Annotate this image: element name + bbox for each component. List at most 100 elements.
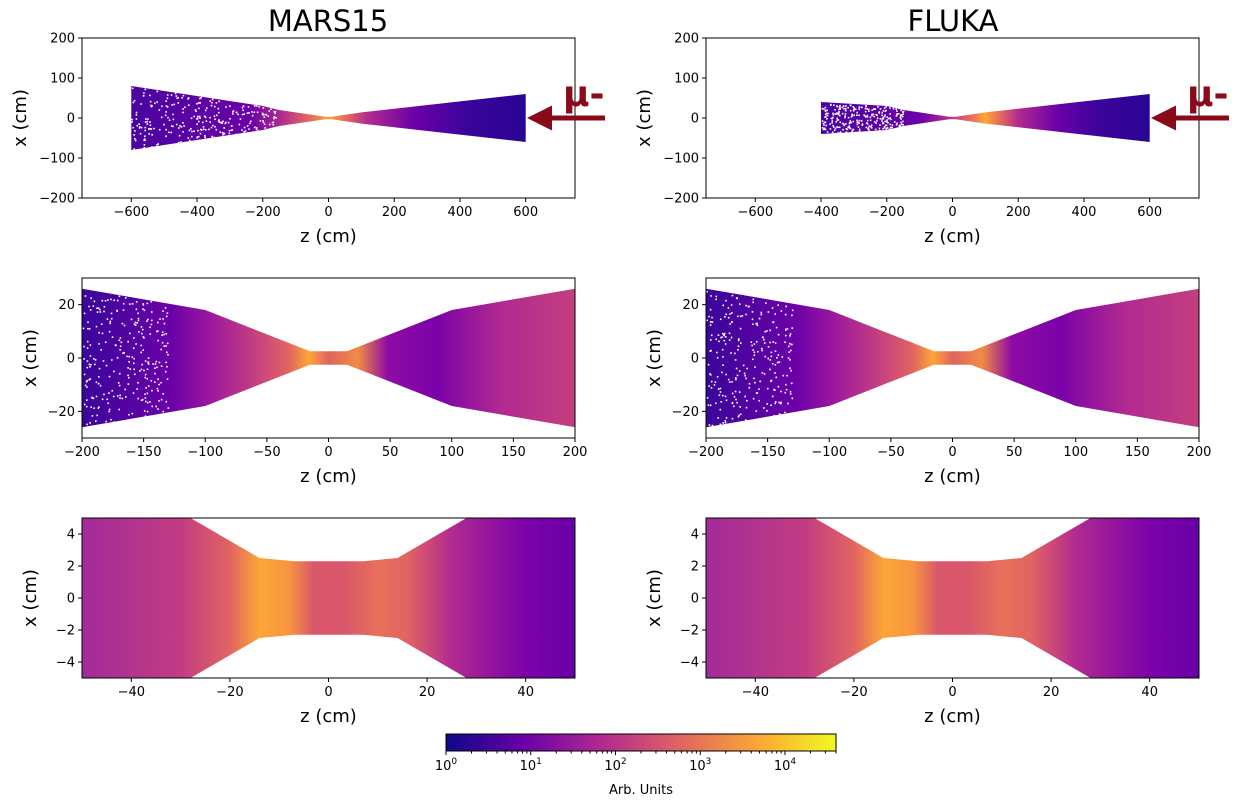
- x-tick-label: −600: [113, 205, 149, 220]
- x-tick-label: −200: [688, 445, 724, 460]
- panel-1-mars15: −600 −400 −200 0 200 400 600 −200 −100 0 100 200 z (…: [10, 32, 605, 247]
- x-tick-label: −100: [811, 445, 847, 460]
- x-axis-label: z (cm): [924, 226, 981, 247]
- y-axis-label: x (cm): [644, 329, 665, 387]
- x-tick-label: −50: [877, 445, 904, 460]
- y-tick-label: 20: [58, 298, 75, 313]
- flux-envelope: [821, 94, 1150, 142]
- x-tick-label: −150: [126, 445, 162, 460]
- colorbar-gradient: [445, 733, 837, 752]
- x-tick-label: 50: [382, 445, 399, 460]
- x-tick-label: −200: [245, 205, 281, 220]
- flux-envelope: [82, 518, 575, 678]
- x-tick-label: 0: [948, 205, 956, 220]
- colorbar: 100 101 102 103 104 Arb. Units: [435, 733, 837, 798]
- flux-noise: [706, 290, 794, 428]
- colorbar-tick-label: 103: [689, 757, 711, 774]
- y-tick-label: 20: [682, 298, 699, 313]
- y-tick-label: 0: [691, 592, 699, 607]
- x-tick-label: −400: [803, 205, 839, 220]
- x-tick-label: 100: [1063, 445, 1088, 460]
- y-tick-label: −100: [663, 152, 699, 167]
- flux-envelope: [706, 288, 1199, 428]
- y-tick-label: −20: [672, 405, 699, 420]
- x-tick-label: 400: [1072, 205, 1097, 220]
- x-tick-label: 0: [948, 685, 956, 700]
- column-title-mars15: MARS15: [268, 4, 388, 38]
- x-tick-label: −20: [840, 685, 867, 700]
- y-tick-label: 0: [67, 112, 75, 127]
- x-tick-label: 40: [517, 685, 534, 700]
- y-tick-label: 100: [50, 72, 75, 87]
- colorbar-tick-label: 101: [520, 757, 542, 774]
- y-tick-label: 4: [67, 528, 75, 543]
- colorbar-tick-label: 100: [435, 757, 458, 774]
- x-tick-label: 150: [501, 445, 526, 460]
- x-axis-label: z (cm): [300, 466, 357, 487]
- beam-label: μ-: [563, 74, 604, 115]
- x-axis-label: z (cm): [300, 226, 357, 247]
- flux-noise: [82, 295, 170, 426]
- x-tick-label: 20: [419, 685, 436, 700]
- beam-label: μ-: [1187, 74, 1228, 115]
- y-tick-label: −20: [48, 405, 75, 420]
- column-title-fluka: FLUKA: [908, 4, 999, 38]
- y-tick-label: −200: [663, 192, 699, 207]
- y-tick-label: 0: [691, 352, 699, 367]
- flux-noise: [131, 87, 277, 150]
- y-tick-label: −200: [39, 192, 75, 207]
- colorbar-tick-label: 104: [774, 757, 797, 774]
- y-tick-label: 200: [50, 32, 75, 47]
- y-tick-label: −4: [56, 656, 75, 671]
- x-tick-label: 200: [1006, 205, 1031, 220]
- colorbar-label: Arb. Units: [609, 783, 673, 798]
- x-tick-label: −150: [750, 445, 786, 460]
- x-tick-label: 200: [1187, 445, 1212, 460]
- y-axis-label: x (cm): [20, 569, 41, 627]
- x-tick-label: −50: [253, 445, 280, 460]
- x-tick-label: 200: [382, 205, 407, 220]
- y-tick-label: 0: [691, 112, 699, 127]
- y-tick-label: 2: [67, 560, 75, 575]
- y-tick-label: −4: [680, 656, 699, 671]
- y-tick-label: −100: [39, 152, 75, 167]
- x-tick-label: −40: [742, 685, 769, 700]
- x-tick-label: 600: [513, 205, 538, 220]
- x-axis-label: z (cm): [300, 706, 357, 727]
- y-tick-label: −2: [680, 624, 699, 639]
- x-tick-label: 0: [324, 205, 332, 220]
- x-tick-label: 600: [1137, 205, 1162, 220]
- x-tick-label: 40: [1141, 685, 1158, 700]
- y-tick-label: 100: [674, 72, 699, 87]
- x-tick-label: 0: [324, 445, 332, 460]
- colorbar-ticks: 100 101 102 103 104: [435, 751, 837, 774]
- y-tick-label: 0: [67, 352, 75, 367]
- x-tick-label: −200: [869, 205, 905, 220]
- x-tick-label: 400: [448, 205, 473, 220]
- flux-envelope: [82, 288, 575, 428]
- y-axis-label: x (cm): [634, 89, 655, 147]
- flux-noise: [821, 103, 905, 135]
- flux-envelope: [706, 518, 1199, 678]
- y-tick-label: 2: [691, 560, 699, 575]
- x-tick-label: 20: [1043, 685, 1060, 700]
- y-axis-label: x (cm): [10, 89, 31, 147]
- x-tick-label: 0: [324, 685, 332, 700]
- x-tick-label: −20: [216, 685, 243, 700]
- x-tick-label: 0: [948, 445, 956, 460]
- x-tick-label: −100: [187, 445, 223, 460]
- y-axis-label: x (cm): [20, 329, 41, 387]
- y-tick-label: 0: [67, 592, 75, 607]
- colorbar-tick-label: 102: [604, 757, 626, 774]
- x-tick-label: 150: [1125, 445, 1150, 460]
- x-tick-label: −200: [64, 445, 100, 460]
- y-tick-label: 200: [674, 32, 699, 47]
- x-tick-label: 200: [563, 445, 588, 460]
- x-tick-label: 100: [439, 445, 464, 460]
- panel-2-fluka: −600 −400 −200 0 200 400 600 −200 −100 0 100 200 z (…: [634, 32, 1229, 247]
